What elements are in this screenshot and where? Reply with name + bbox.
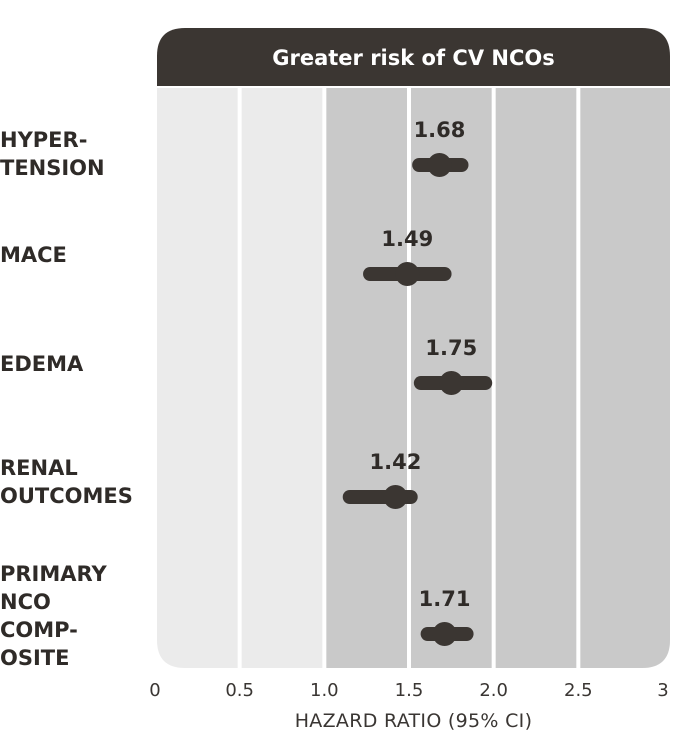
shaded-risk-region xyxy=(324,88,670,668)
header-title: Greater risk of CV NCOs xyxy=(272,46,554,70)
row-label: HYPER- TENSION xyxy=(0,128,105,180)
row-label: RENAL OUTCOMES xyxy=(0,456,133,508)
point-estimate xyxy=(432,622,457,646)
row-label-line: EDEMA xyxy=(0,352,84,376)
row-label-line: OUTCOMES xyxy=(0,484,133,508)
value-label: 1.42 xyxy=(370,450,422,474)
row-label: MACE xyxy=(0,243,67,267)
row-label-line: HYPER- xyxy=(0,128,87,152)
row-label-line: PRIMARY xyxy=(0,562,108,586)
x-tick-label: 2.5 xyxy=(564,680,593,701)
row-label-line: MACE xyxy=(0,243,67,267)
point-estimate xyxy=(427,153,452,177)
row-label: EDEMA xyxy=(0,352,84,376)
value-label: 1.49 xyxy=(381,227,433,251)
point-estimate xyxy=(439,371,464,395)
row-labels: HYPER- TENSION MACE EDEMA RENAL OUTCOMES PRIMA… xyxy=(0,128,133,670)
x-tick-label: 0 xyxy=(149,680,160,701)
x-tick-label: 3 xyxy=(657,680,668,701)
value-label: 1.68 xyxy=(414,118,466,142)
x-tick-label: 0.5 xyxy=(225,680,254,701)
point-estimate xyxy=(395,262,420,286)
header-bar xyxy=(157,28,670,86)
gridlines xyxy=(237,88,581,668)
x-axis-ticks: 0 0.5 1.0 1.5 2.0 2.5 3 xyxy=(149,680,668,701)
x-tick-label: 1.5 xyxy=(395,680,424,701)
x-axis-title: HAZARD RATIO (95% CI) xyxy=(295,710,533,732)
row-label-line: TENSION xyxy=(0,156,105,180)
row-label-line: RENAL xyxy=(0,456,78,480)
x-tick-label: 2.0 xyxy=(479,680,508,701)
x-tick-label: 1.0 xyxy=(310,680,339,701)
row-label-line: NCO xyxy=(0,590,51,614)
data-marks: 1.68 1.49 1.75 1.42 1.71 xyxy=(342,118,493,646)
value-label: 1.75 xyxy=(425,336,477,360)
row-label-line: COMP- xyxy=(0,618,78,642)
row-label: PRIMARY NCO COMP- OSITE xyxy=(0,562,108,670)
row-label-line: OSITE xyxy=(0,646,69,670)
point-estimate xyxy=(383,485,408,509)
value-label: 1.71 xyxy=(419,587,471,611)
